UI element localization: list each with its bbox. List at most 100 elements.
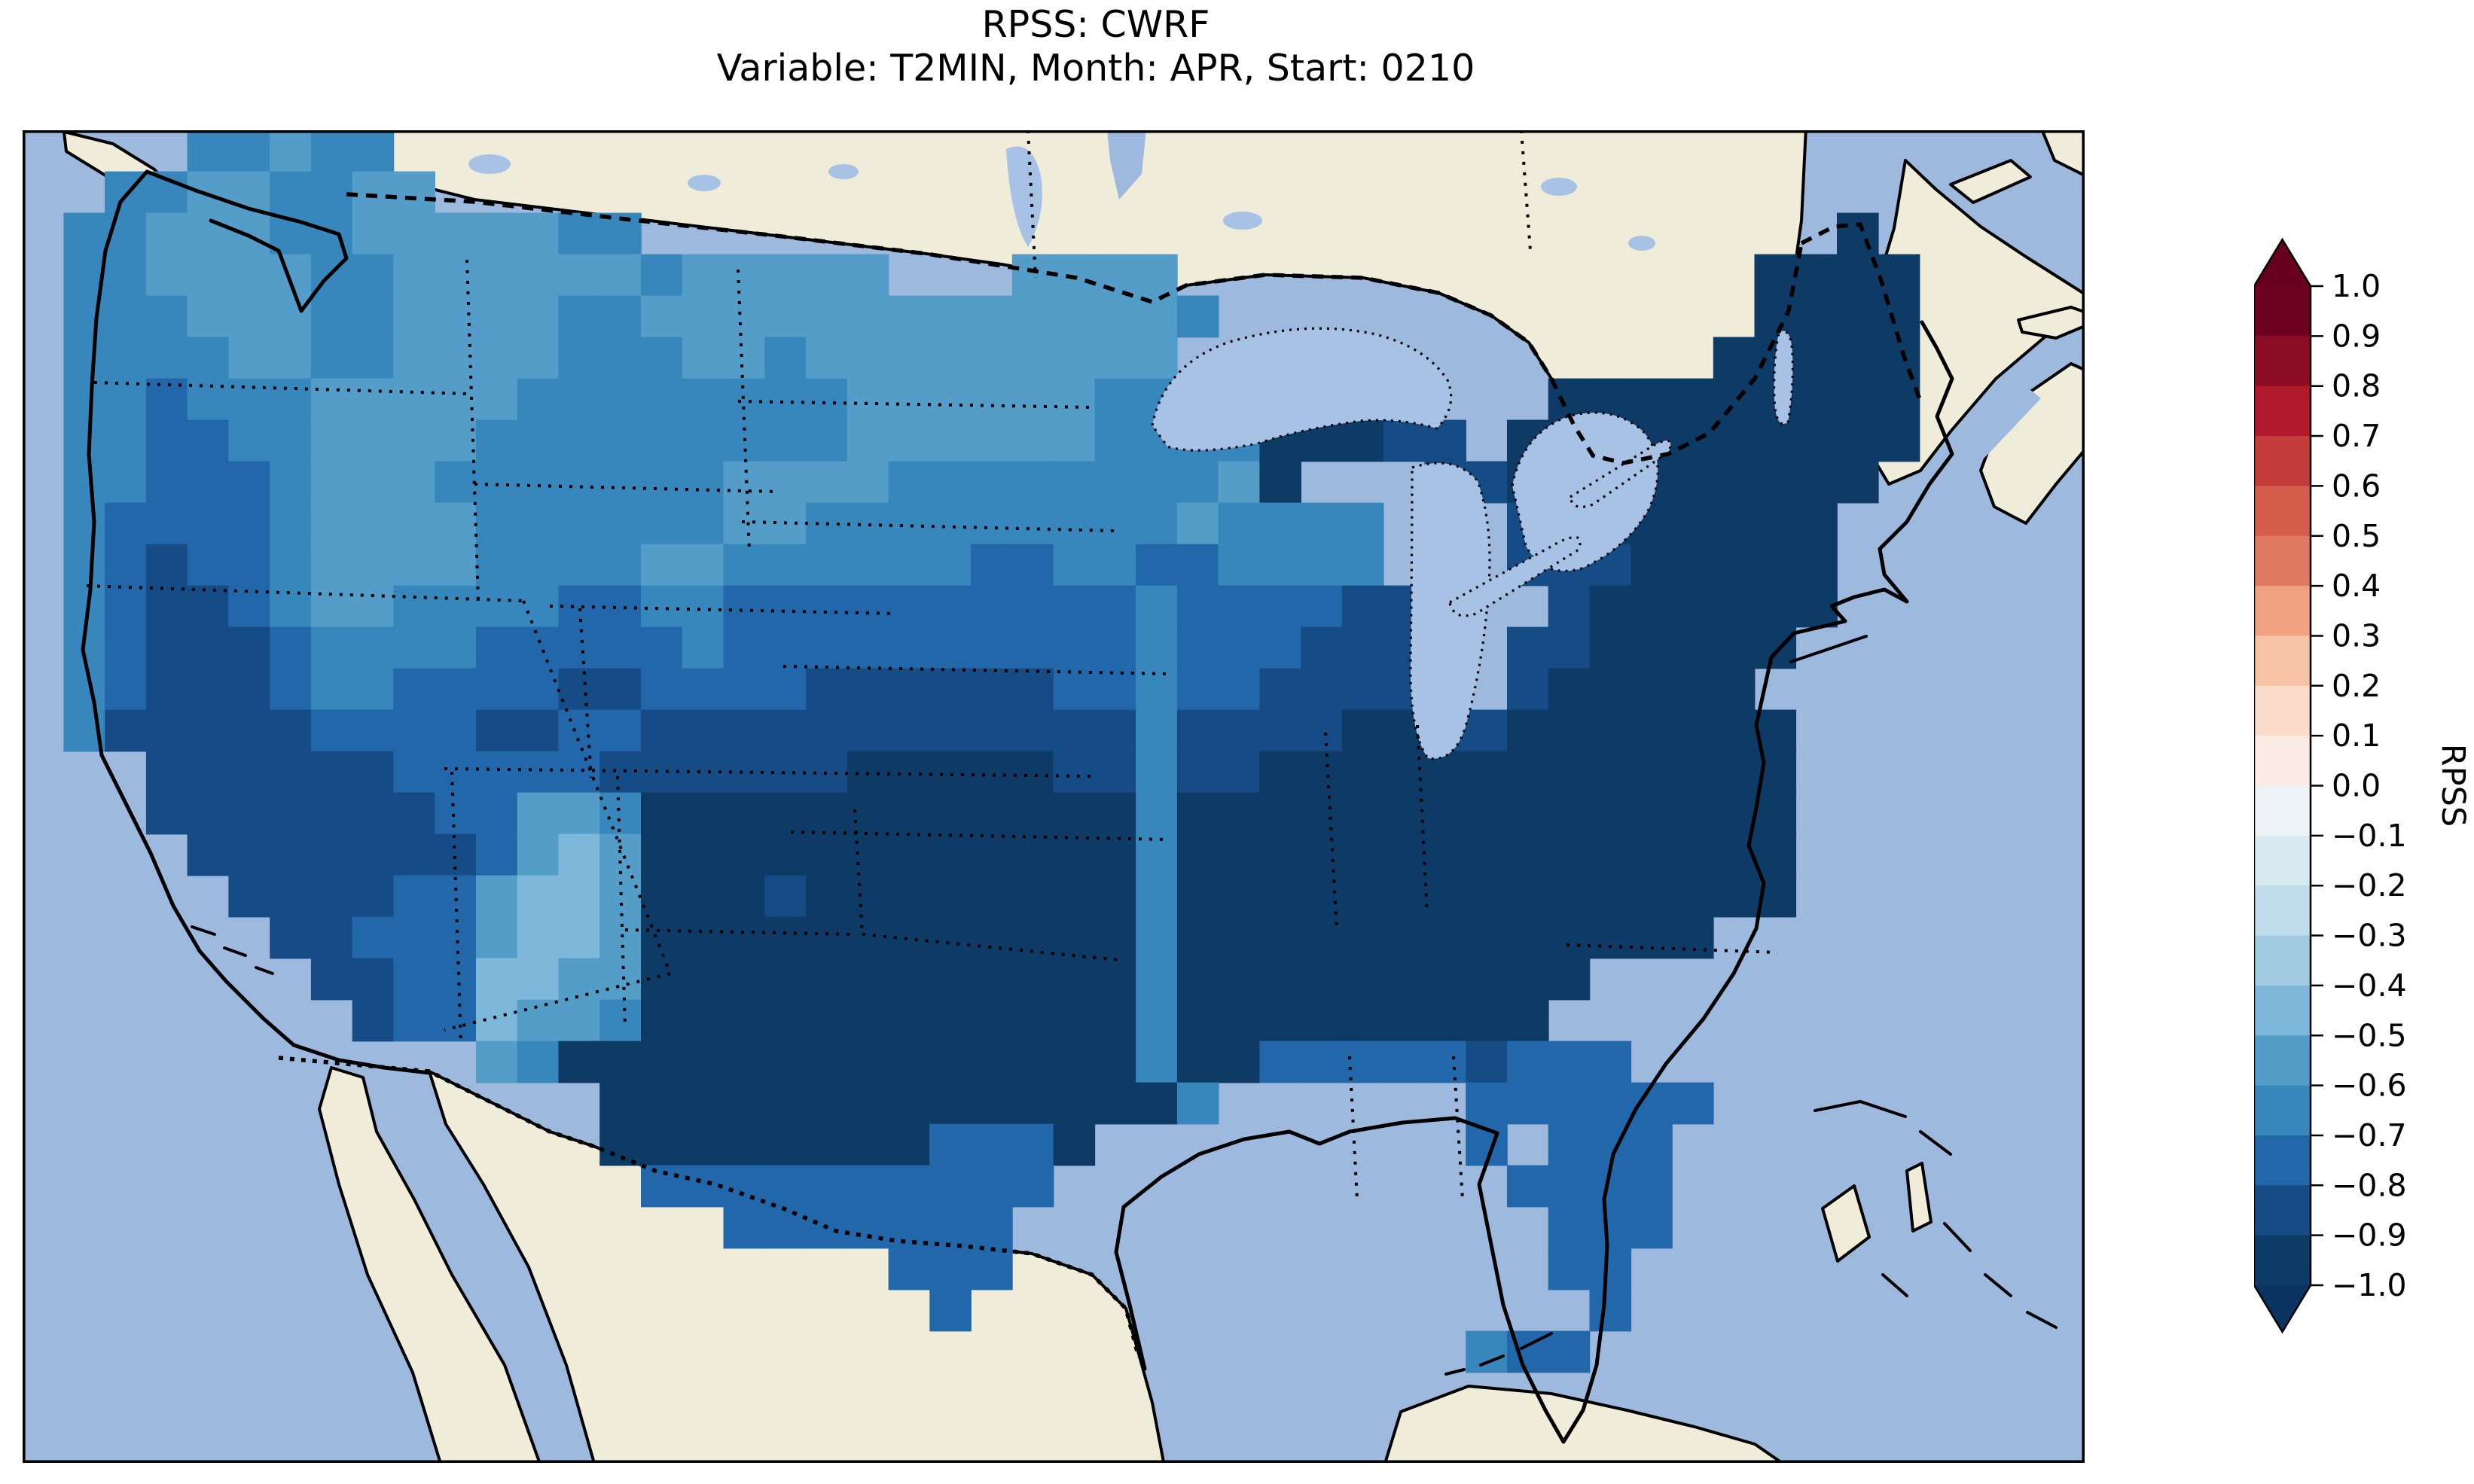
colorbar-segment — [2254, 336, 2311, 387]
rpss-cell — [558, 295, 601, 338]
rpss-cell — [1094, 999, 1136, 1042]
rpss-cell — [1176, 502, 1219, 545]
rpss-cell — [1589, 1206, 1632, 1249]
national-borders — [278, 192, 1923, 1358]
rpss-cell — [929, 378, 972, 421]
rpss-cell — [1176, 544, 1219, 587]
rpss-cell — [310, 419, 353, 462]
rpss-cell — [1672, 502, 1714, 545]
rpss-cell — [1011, 337, 1054, 379]
rpss-cell — [393, 337, 435, 379]
state-border-four-corners — [444, 767, 1093, 778]
rpss-cell — [764, 461, 807, 504]
rpss-cell — [599, 544, 642, 587]
rpss-cell — [1218, 461, 1261, 504]
rpss-cell — [1507, 626, 1549, 669]
coastlines — [81, 169, 1954, 1444]
rpss-cell — [352, 295, 395, 338]
rpss-cell — [1011, 668, 1054, 711]
rpss-cell — [971, 1123, 1013, 1166]
rpss-cell — [1507, 916, 1549, 959]
rpss-cell — [1176, 751, 1219, 794]
rpss-cell — [1507, 792, 1549, 835]
rpss-cell — [1878, 254, 1920, 297]
rpss-cell — [145, 668, 188, 711]
rpss-cell — [1424, 1041, 1466, 1083]
rpss-cell — [806, 378, 848, 421]
rpss-cell — [764, 958, 807, 1001]
rpss-cell — [806, 1041, 848, 1083]
rpss-cell — [517, 709, 560, 752]
rpss-cell — [764, 1165, 807, 1208]
rpss-cell — [393, 544, 435, 587]
rpss-cell — [723, 337, 766, 379]
rpss-cell — [1094, 295, 1136, 338]
rpss-cell — [1837, 419, 1879, 462]
rpss-cell — [764, 792, 807, 835]
rpss-cell — [1011, 544, 1054, 587]
rpss-cell — [476, 626, 518, 669]
rpss-cell — [1259, 668, 1301, 711]
rpss-cell — [888, 544, 931, 587]
rpss-cell — [806, 709, 848, 752]
rpss-cell — [310, 585, 353, 628]
rpss-cell — [352, 502, 395, 545]
rpss-cell — [929, 668, 972, 711]
rpss-cell — [1176, 833, 1219, 876]
rpss-cell — [847, 254, 889, 297]
rpss-cell — [1259, 958, 1301, 1001]
rpss-cell — [1053, 337, 1096, 379]
rpss-cell — [641, 668, 683, 711]
rpss-cell — [187, 626, 230, 669]
rpss-cell — [971, 751, 1013, 794]
rpss-cell — [1136, 1082, 1178, 1125]
rpss-cell — [1053, 875, 1096, 918]
lake-winnipeg — [1006, 146, 1042, 247]
rpss-cell — [971, 626, 1013, 669]
rpss-cell — [806, 1165, 848, 1208]
canada-lake-3 — [828, 164, 859, 179]
rpss-cell — [764, 999, 807, 1042]
rpss-cell — [105, 544, 147, 587]
rpss-cell — [310, 295, 353, 338]
rpss-cell — [1176, 875, 1219, 918]
rpss-cell — [270, 295, 312, 338]
great-lakes — [1151, 327, 1794, 760]
rpss-cell — [517, 1041, 560, 1083]
rpss-cell — [1631, 626, 1673, 669]
rpss-cell — [599, 502, 642, 545]
rpss-cell — [558, 916, 601, 959]
rpss-cell — [1301, 833, 1343, 876]
rpss-cell — [1631, 751, 1673, 794]
rpss-cell — [1507, 668, 1549, 711]
rpss-cell — [558, 419, 601, 462]
rpss-cell — [1341, 1041, 1384, 1083]
rpss-cell — [929, 709, 972, 752]
rpss-cell — [558, 254, 601, 297]
rpss-cell — [1094, 254, 1136, 297]
rpss-cell — [558, 792, 601, 835]
rpss-cell — [352, 626, 395, 669]
rpss-cell — [1672, 419, 1714, 462]
rpss-cell — [393, 212, 435, 255]
colorbar-segment — [2254, 985, 2311, 1036]
rpss-cell — [1218, 626, 1261, 669]
rpss-cell — [641, 1123, 683, 1166]
rpss-cell — [558, 1041, 601, 1083]
rpss-cell — [888, 1123, 931, 1166]
rpss-cell — [187, 751, 230, 794]
rpss-cell — [641, 1041, 683, 1083]
rpss-cell — [764, 751, 807, 794]
rpss-cell — [888, 668, 931, 711]
colorbar-tick-label: 0.3 — [2332, 617, 2381, 654]
rpss-cell — [1341, 544, 1384, 587]
rpss-cell — [888, 626, 931, 669]
rpss-cell — [476, 295, 518, 338]
rpss-cell — [1631, 792, 1673, 835]
rpss-cell — [1053, 1082, 1096, 1125]
colorbar-tick-label: −1.0 — [2332, 1267, 2407, 1303]
rpss-cell — [1011, 751, 1054, 794]
colorbar-tick-label: 0.9 — [2332, 318, 2381, 354]
rpss-cell — [352, 254, 395, 297]
rpss-cell — [971, 1041, 1013, 1083]
